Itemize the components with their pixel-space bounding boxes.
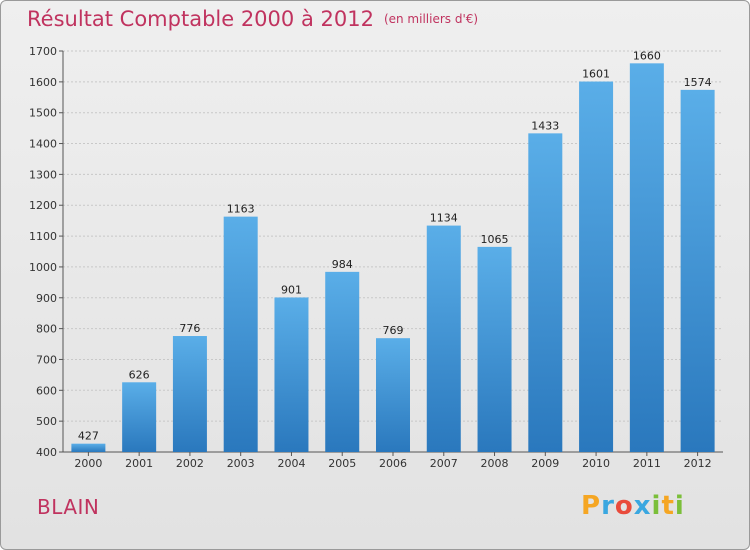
data-label-2005: 984 <box>332 258 353 271</box>
bar-2008 <box>477 246 512 452</box>
bar-2011 <box>629 63 664 452</box>
y-tick-label-900: 900 <box>36 292 57 305</box>
proxiti-logo: Proxiti <box>581 491 685 521</box>
data-label-2003: 1163 <box>227 203 255 216</box>
y-tick-label-500: 500 <box>36 415 57 428</box>
data-label-2001: 626 <box>129 368 150 381</box>
y-tick-label-1400: 1400 <box>29 138 57 151</box>
x-tick-label-2011: 2011 <box>633 457 661 470</box>
y-tick-label-1100: 1100 <box>29 230 57 243</box>
bar-2004 <box>274 297 309 452</box>
data-label-2000: 427 <box>78 430 99 443</box>
data-label-2010: 1601 <box>582 68 610 81</box>
x-tick-label-2000: 2000 <box>74 457 102 470</box>
commune-name: BLAIN <box>37 495 100 519</box>
data-label-2004: 901 <box>281 283 302 296</box>
data-label-2006: 769 <box>383 324 404 337</box>
bar-2009 <box>528 133 563 452</box>
y-tick-label-600: 600 <box>36 384 57 397</box>
logo-letter: P <box>581 491 602 521</box>
data-label-2007: 1134 <box>430 212 458 225</box>
y-tick-label-800: 800 <box>36 323 57 336</box>
data-label-2011: 1660 <box>633 49 661 62</box>
chart-title: Résultat Comptable 2000 à 2012 (en millie… <box>27 7 478 31</box>
logo-letter: x <box>633 491 652 521</box>
x-tick-label-2007: 2007 <box>430 457 458 470</box>
x-tick-label-2004: 2004 <box>277 457 305 470</box>
y-tick-label-1200: 1200 <box>29 199 57 212</box>
bar-2005 <box>325 271 360 452</box>
y-tick-label-1000: 1000 <box>29 261 57 274</box>
bar-2001 <box>122 382 157 452</box>
data-label-2012: 1574 <box>684 76 712 89</box>
x-tick-label-2010: 2010 <box>582 457 610 470</box>
x-tick-label-2002: 2002 <box>176 457 204 470</box>
logo-letter: r <box>601 491 615 521</box>
logo-letter: i <box>674 491 685 521</box>
chart-subtitle: (en milliers d'€) <box>383 12 479 26</box>
x-tick-label-2008: 2008 <box>481 457 509 470</box>
chart-title-text: Résultat Comptable 2000 à 2012 <box>27 7 374 31</box>
bar-2012 <box>680 89 715 453</box>
bar-2010 <box>579 81 614 452</box>
y-tick-label-700: 700 <box>36 353 57 366</box>
logo-letter: t <box>661 491 675 521</box>
y-tick-label-1300: 1300 <box>29 168 57 181</box>
x-tick-label-2006: 2006 <box>379 457 407 470</box>
x-tick-label-2012: 2012 <box>684 457 712 470</box>
logo-letter: i <box>651 491 662 521</box>
x-tick-label-2009: 2009 <box>531 457 559 470</box>
bar-2002 <box>172 336 207 452</box>
data-label-2008: 1065 <box>481 233 509 246</box>
x-tick-label-2005: 2005 <box>328 457 356 470</box>
data-label-2002: 776 <box>179 322 200 335</box>
x-tick-label-2003: 2003 <box>227 457 255 470</box>
bar-2000 <box>71 443 106 452</box>
x-tick-label-2001: 2001 <box>125 457 153 470</box>
y-tick-label-400: 400 <box>36 446 57 459</box>
logo-letter: o <box>614 491 634 521</box>
y-tick-label-1700: 1700 <box>29 45 57 58</box>
bar-2006 <box>376 338 410 452</box>
bar-2003 <box>223 216 258 452</box>
y-tick-label-1600: 1600 <box>29 76 57 89</box>
bar-2007 <box>426 225 461 452</box>
y-tick-label-1500: 1500 <box>29 107 57 120</box>
data-label-2009: 1433 <box>531 119 559 132</box>
